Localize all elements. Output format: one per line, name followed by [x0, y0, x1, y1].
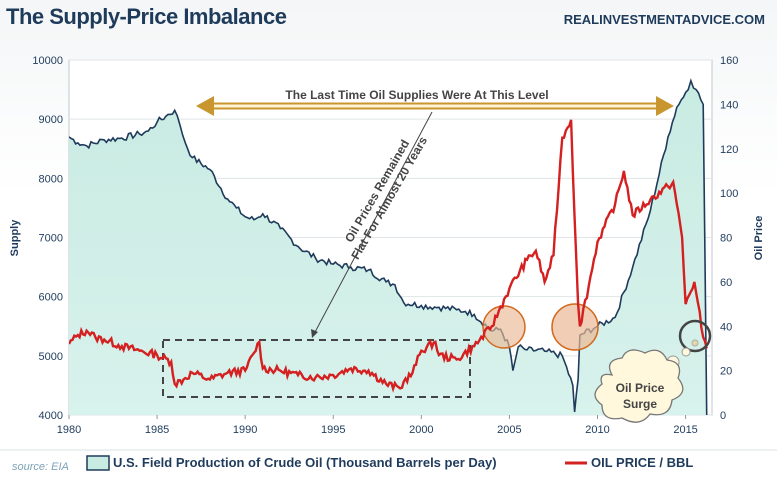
y-tick-label: 5000: [39, 351, 63, 363]
y-tick-label: 9000: [39, 114, 63, 126]
diagonal-pointer: [313, 111, 433, 335]
y2-tick-label: 20: [720, 366, 732, 378]
y2-tick-label: 80: [720, 233, 732, 245]
legend-swatch-supply: [86, 455, 110, 471]
x-tick-label: 1995: [321, 424, 345, 436]
highlight-circle-2005: [482, 305, 526, 349]
y2-tick-label: 120: [720, 144, 738, 156]
thought-bubble: Oil Price Surge: [594, 339, 699, 423]
supply-area: [69, 80, 707, 415]
legend-price: OIL PRICE / BBL: [591, 455, 693, 470]
source-label: source: EIA: [12, 461, 69, 473]
y2-tick-label: 60: [720, 277, 732, 289]
x-tick-label: 1990: [233, 424, 257, 436]
x-tick-label: 2010: [585, 424, 609, 436]
x-tick-label: 1985: [145, 424, 169, 436]
x-tick-label: 1980: [57, 424, 81, 436]
y2-tick-label: 40: [720, 321, 732, 333]
y2-tick-label: 0: [720, 410, 726, 422]
supply-line: [69, 78, 708, 415]
y-tick-label: 10000: [32, 55, 63, 67]
y2-tick-label: 140: [720, 99, 738, 111]
highlight-circle-2015: [678, 319, 712, 353]
y-axis-right: 0 20 40 60 80 100 120 140 160: [720, 55, 738, 422]
price-line: [69, 119, 708, 393]
site-watermark: REALINVESTMENTADVICE.COM: [563, 12, 765, 27]
highlight-circle-2008: [551, 303, 599, 351]
flat-price-box: [162, 339, 471, 398]
supply-level-arrow: The Last Time Oil Supplies Were At This …: [196, 86, 674, 116]
bubble-line2: Surge: [623, 397, 657, 411]
x-tick-label: 2015: [673, 424, 697, 436]
x-tick-label: 2000: [409, 424, 433, 436]
bubble-line1: Oil Price: [616, 381, 665, 395]
y-tick-label: 6000: [39, 292, 63, 304]
legend-supply: U.S. Field Production of Crude Oil (Thou…: [113, 455, 497, 470]
y-tick-label: 4000: [39, 410, 63, 422]
x-axis: 1980 1985 1990 1995 2000 2005 2010 2015: [57, 415, 698, 436]
y-axis-left: 4000 5000 6000 7000 8000 9000 10000: [32, 55, 63, 422]
y-tick-label: 8000: [39, 173, 63, 185]
chart-title: The Supply-Price Imbalance: [6, 4, 287, 29]
y-axis-label: Supply: [9, 219, 21, 257]
arrow-annotation: The Last Time Oil Supplies Were At This …: [285, 88, 548, 102]
y2-tick-label: 160: [720, 55, 738, 67]
y-tick-label: 7000: [39, 233, 63, 245]
y2-tick-label: 100: [720, 188, 738, 200]
diagonal-pointer-head: [311, 329, 318, 338]
x-tick-label: 2005: [497, 424, 521, 436]
y2-axis-label: Oil Price: [753, 216, 765, 261]
